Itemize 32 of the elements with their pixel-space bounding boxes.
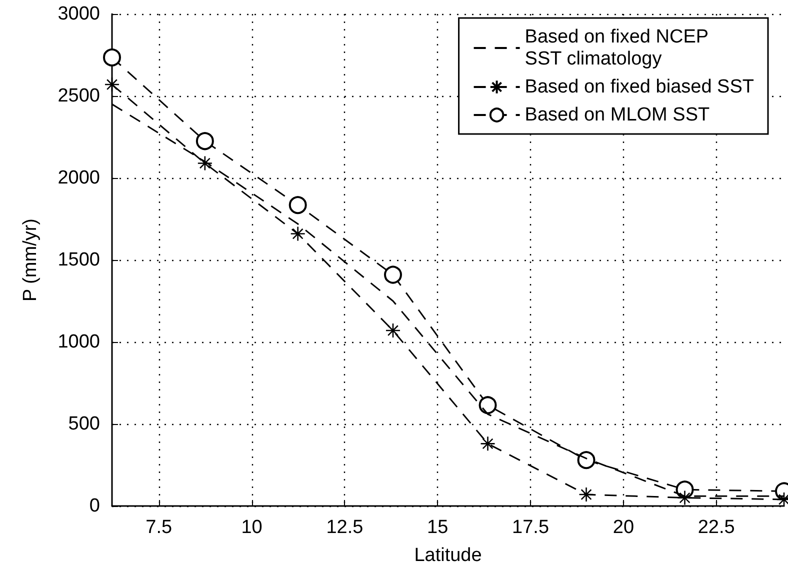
point: [197, 156, 213, 171]
y-tick-label: 1000: [58, 332, 100, 352]
x-tick-label: 12.5: [326, 517, 364, 538]
x-tick-label: 15: [427, 517, 448, 538]
y-tick-label: 2000: [58, 168, 100, 188]
point: [578, 486, 594, 502]
y-axis-title: P (mm/yr): [20, 218, 41, 302]
point: [104, 76, 120, 92]
y-tick-label: 0: [89, 496, 100, 516]
x-axis-title: Latitude: [414, 545, 482, 566]
point: [288, 196, 307, 214]
point: [480, 436, 496, 452]
point: [478, 396, 497, 414]
point: [290, 226, 306, 242]
x-tick-label: 10: [241, 517, 262, 538]
y-tick-label: 500: [68, 414, 100, 434]
point: [103, 48, 121, 66]
point: [577, 451, 596, 470]
legend-label: Based on MLOM SST: [524, 104, 710, 126]
y-tick-label: 1500: [58, 250, 100, 270]
point: [196, 132, 214, 150]
x-tick-label: 22.5: [698, 517, 735, 538]
legend-label: Based on fixed biased SST: [524, 76, 754, 98]
point: [385, 322, 401, 338]
x-tick-label: 17.5: [512, 517, 550, 538]
legend-label: Based on fixed NCEP SST climatology: [524, 26, 709, 70]
y-tick-label: 3000: [58, 4, 100, 24]
point: [384, 266, 402, 284]
point: [677, 490, 692, 506]
x-tick-label: 7.5: [146, 517, 172, 538]
y-tick-label: 2500: [58, 86, 100, 106]
x-tick-label: 20: [612, 517, 634, 538]
